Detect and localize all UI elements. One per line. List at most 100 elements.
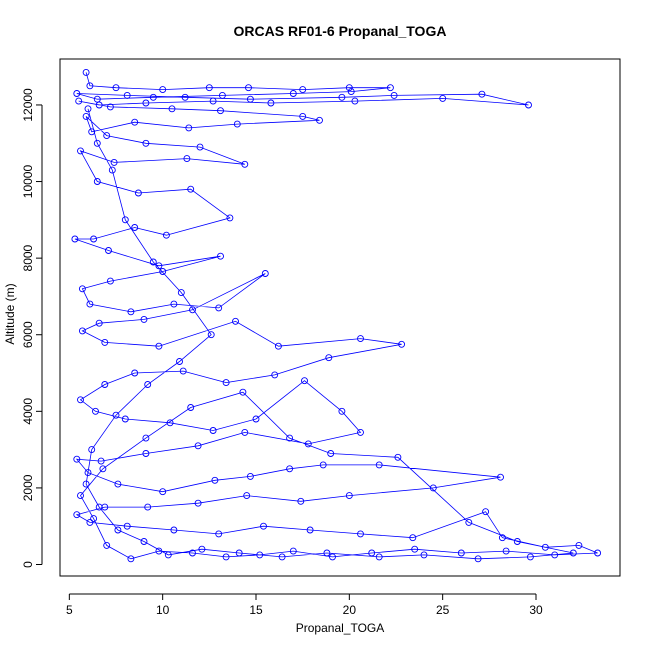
data-point [286, 465, 294, 473]
data-point [131, 369, 139, 377]
y-tick-label: 4000 [21, 398, 35, 425]
data-point [185, 124, 193, 132]
data-point [103, 541, 111, 549]
data-point [101, 338, 109, 346]
data-point [149, 93, 157, 101]
data-point [92, 407, 99, 415]
data-point [297, 497, 305, 505]
data-point [390, 91, 398, 99]
data-point [338, 93, 346, 101]
data-point [103, 132, 111, 140]
data-point [198, 545, 206, 553]
data-point [176, 358, 183, 365]
data-point [123, 91, 131, 99]
data-point [299, 86, 307, 94]
data-point [112, 84, 120, 92]
data-point [226, 214, 234, 222]
data-point [301, 377, 308, 385]
y-tick-label: 12000 [21, 88, 35, 122]
data-point [474, 555, 482, 563]
data-point [95, 319, 103, 327]
data-point [261, 270, 269, 277]
data-point [338, 407, 346, 415]
data-point [513, 538, 521, 545]
data-point [140, 538, 148, 545]
data-point [368, 549, 376, 557]
data-point [325, 354, 333, 362]
data-point [267, 99, 275, 107]
x-axis-label: Propanal_TOGA [296, 621, 385, 635]
x-tick-label: 10 [156, 603, 170, 617]
data-point [155, 262, 163, 270]
x-tick-label: 25 [436, 603, 450, 617]
data-point [351, 97, 359, 105]
data-point [207, 331, 215, 339]
data-point [131, 118, 139, 126]
data-point [327, 450, 335, 457]
data-point [90, 235, 98, 243]
data-point [594, 549, 602, 557]
data-point [78, 327, 86, 335]
series-line [74, 72, 598, 560]
data-point [289, 547, 297, 555]
data-point [316, 116, 323, 124]
data-point [164, 551, 172, 559]
data-point [233, 120, 241, 128]
data-point [347, 88, 355, 96]
data-point [482, 508, 490, 516]
data-point [526, 553, 534, 561]
data-point [183, 155, 191, 163]
data-point [525, 101, 532, 109]
data-point [97, 457, 105, 465]
data-point [71, 235, 79, 243]
data-point [235, 549, 243, 557]
data-point [429, 484, 437, 492]
data-point [127, 555, 135, 563]
data-point [420, 551, 428, 559]
data-point [95, 101, 103, 109]
data-point [357, 530, 364, 538]
data-point [256, 551, 264, 559]
data-point [398, 340, 406, 348]
data-point [88, 446, 96, 454]
data-point [241, 428, 249, 436]
data-point [140, 315, 148, 323]
data-point [323, 549, 331, 557]
data-point [142, 450, 150, 457]
data-point [95, 503, 103, 511]
data-point [155, 547, 163, 555]
data-point [82, 480, 90, 488]
data-point [75, 97, 83, 105]
data-point [218, 91, 226, 99]
data-point [86, 300, 94, 308]
y-tick-label: 8000 [21, 244, 35, 271]
data-point [77, 492, 84, 500]
data-point [105, 247, 112, 254]
data-point [142, 434, 150, 442]
data-point [134, 189, 142, 197]
data-point [121, 216, 129, 224]
y-axis-label: Altitude (m) [3, 283, 17, 344]
data-point [106, 277, 114, 285]
data-point [232, 317, 239, 325]
data-point [155, 342, 163, 350]
data-point [465, 518, 473, 526]
data-point [189, 549, 196, 557]
data-point [93, 139, 101, 147]
data-point [187, 404, 195, 411]
data-point [498, 534, 506, 542]
data-point [181, 93, 189, 101]
data-point [99, 465, 107, 473]
data-point [215, 530, 223, 538]
data-point [246, 472, 254, 480]
chart-title: ORCAS RF01-6 Propanal_TOGA [234, 23, 447, 39]
data-point [274, 342, 282, 350]
data-point [319, 461, 327, 469]
data-point [159, 488, 167, 496]
data-point [114, 480, 122, 488]
data-point [278, 553, 286, 561]
data-point [211, 476, 219, 484]
data-point [121, 415, 129, 423]
